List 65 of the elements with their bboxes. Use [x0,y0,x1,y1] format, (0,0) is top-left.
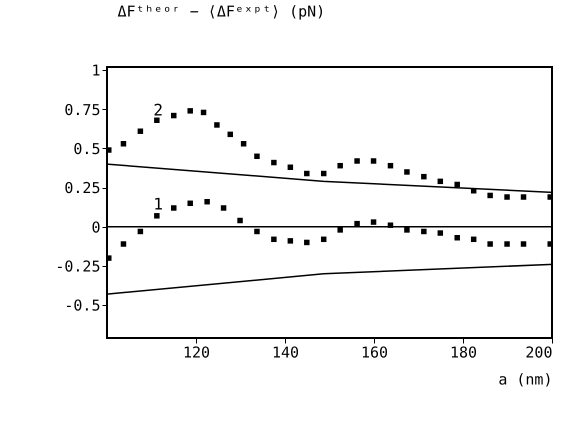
point [228,132,234,138]
y-tick-label: -0.25 [55,257,100,276]
point [154,118,160,123]
point [187,200,193,206]
point [504,194,510,200]
point [304,170,310,176]
point [204,198,210,204]
point [120,241,126,247]
point [120,141,126,146]
point [454,182,460,188]
y-tick-label: 0 [91,218,100,236]
point [237,218,243,224]
x-tick-label: 200 [525,344,552,362]
point [421,228,427,234]
x-tick-label: 140 [272,344,300,362]
point [438,230,444,236]
point [288,164,294,170]
point [320,170,326,176]
point [454,235,460,240]
point [354,158,360,164]
point [200,110,206,116]
point [337,227,343,233]
point [520,241,526,247]
point [138,228,144,234]
point [304,240,310,246]
point [138,128,144,134]
point [370,219,376,225]
point [320,236,326,242]
x-tick-label: 120 [182,344,210,362]
y-axis-title: ΔFᵗʰᵉᵒʳ − ⟨ΔFᵉˣᵖᵗ⟩ (pN) [118,2,326,20]
y-tick-label: -0.5 [64,296,100,315]
point [337,162,343,168]
point [171,112,176,118]
point [214,122,220,128]
point [220,205,226,211]
point [240,141,246,146]
point [171,205,176,211]
point [388,162,394,168]
point [187,108,193,114]
point [154,213,160,219]
point [254,154,260,160]
annotation: 2 [153,100,163,120]
point [520,194,526,200]
x-tick-label: 160 [360,344,388,362]
y-tick-label: 0.75 [64,100,100,119]
point [487,192,493,198]
x-tick-label: 180 [450,344,478,362]
annotation: 1 [153,194,163,214]
point [504,241,510,247]
point [404,227,410,233]
point [404,169,410,175]
point [421,174,427,180]
point [288,238,294,244]
x-axis-title: a (nm) [498,370,552,388]
point [354,220,360,226]
y-tick-label: 0.25 [64,179,100,198]
point [271,160,277,166]
point [470,236,476,242]
point [254,228,260,234]
point [370,158,376,164]
point [271,236,277,242]
y-tick-label: 1 [91,62,100,80]
y-tick-label: 0.5 [73,140,100,158]
point [438,178,444,184]
point [487,241,493,247]
